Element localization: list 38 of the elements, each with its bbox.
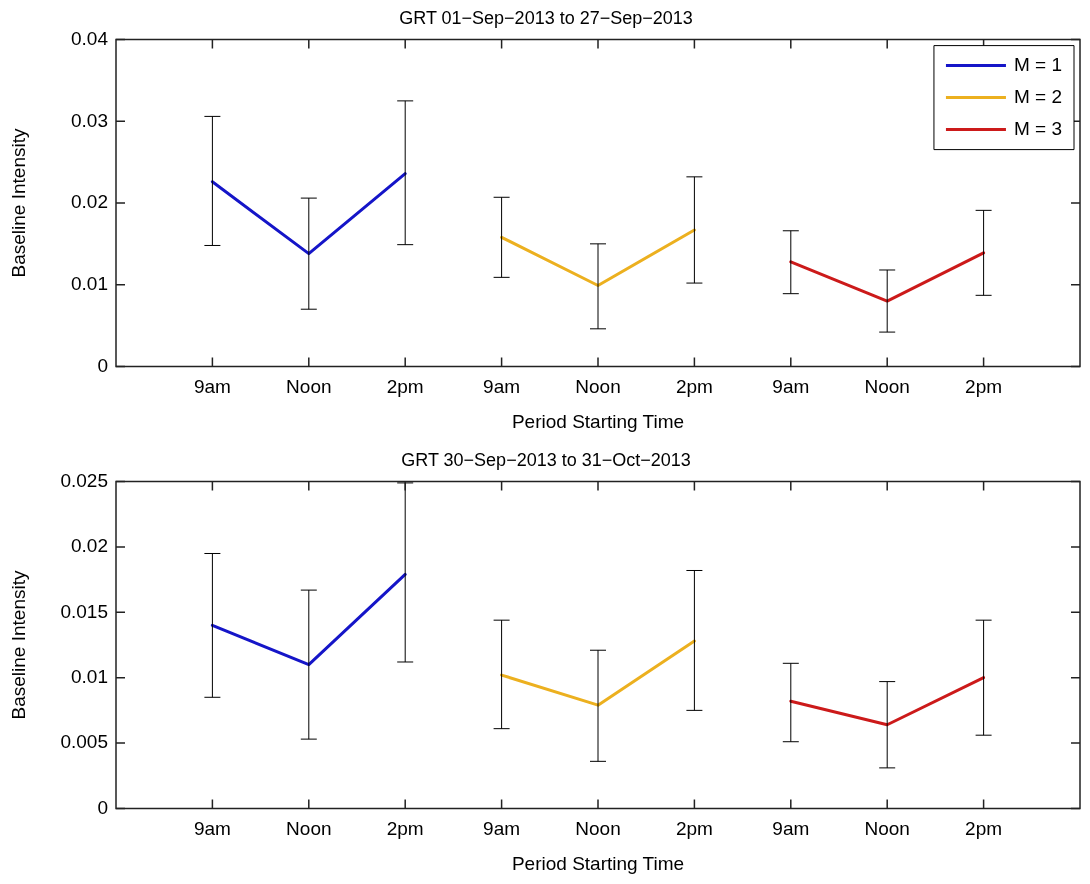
y-tick-label: 0.025 [60, 469, 108, 491]
x-tick-label: Noon [575, 376, 621, 398]
x-tick-label: 9am [772, 818, 810, 840]
legend-label: M = 3 [1013, 117, 1063, 139]
legend-label: M = 1 [1013, 53, 1063, 75]
y-tick-label: 0.03 [71, 109, 108, 131]
x-axis-title: Period Starting Time [511, 852, 685, 874]
x-tick-label: 2pm [675, 376, 713, 398]
x-tick-label: 9am [193, 376, 231, 398]
y-tick-label: 0.02 [71, 535, 108, 557]
x-tick-label: Noon [286, 376, 332, 398]
legend-label: M = 2 [1013, 85, 1063, 107]
x-tick-label: 2pm [386, 818, 424, 840]
y-tick-label: 0.01 [71, 665, 108, 687]
y-tick-label: 0 [97, 796, 108, 818]
y-tick-label: 0.02 [71, 191, 108, 213]
x-axis-title: Period Starting Time [511, 410, 685, 432]
x-tick-label: 9am [193, 818, 231, 840]
y-tick-label: 0 [97, 354, 108, 376]
x-tick-label: Noon [864, 818, 910, 840]
chart-title: GRT 30−Sep−2013 to 31−Oct−2013 [401, 449, 691, 470]
x-tick-label: Noon [575, 818, 621, 840]
y-tick-label: 0.01 [71, 272, 108, 294]
y-axis-title: Baseline Intensity [7, 570, 29, 720]
y-tick-label: 0.005 [60, 731, 108, 753]
x-tick-label: Noon [286, 818, 332, 840]
x-tick-label: 2pm [675, 818, 713, 840]
x-tick-label: 9am [772, 376, 810, 398]
x-tick-label: 9am [483, 818, 521, 840]
y-tick-label: 0.015 [60, 600, 108, 622]
y-tick-label: 0.04 [71, 27, 109, 49]
x-tick-label: 2pm [965, 818, 1003, 840]
x-tick-label: 2pm [965, 376, 1003, 398]
y-axis-title: Baseline Intensity [7, 128, 29, 278]
x-tick-label: 2pm [386, 376, 424, 398]
x-tick-label: Noon [864, 376, 910, 398]
chart-title: GRT 01−Sep−2013 to 27−Sep−2013 [399, 7, 693, 28]
x-tick-label: 9am [483, 376, 521, 398]
